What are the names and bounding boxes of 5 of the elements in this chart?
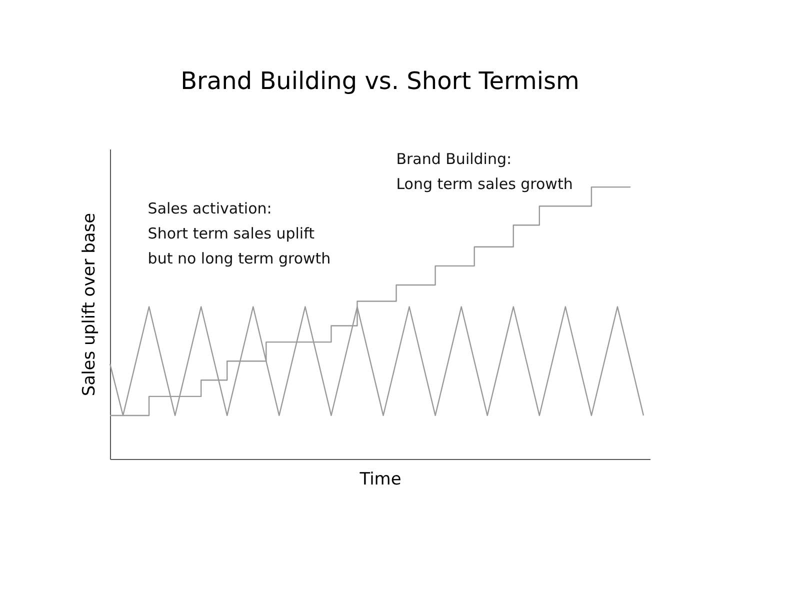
annotation: Brand Building: Long term sales growth bbox=[396, 150, 573, 194]
x-axis-title: Time bbox=[358, 470, 402, 490]
annotation: Sales activation: Short term sales uplift but no long term growth bbox=[148, 200, 331, 268]
chart-title: Brand Building vs. Short Termism bbox=[180, 67, 580, 95]
y-axis-title: Sales uplift over base bbox=[80, 212, 100, 396]
